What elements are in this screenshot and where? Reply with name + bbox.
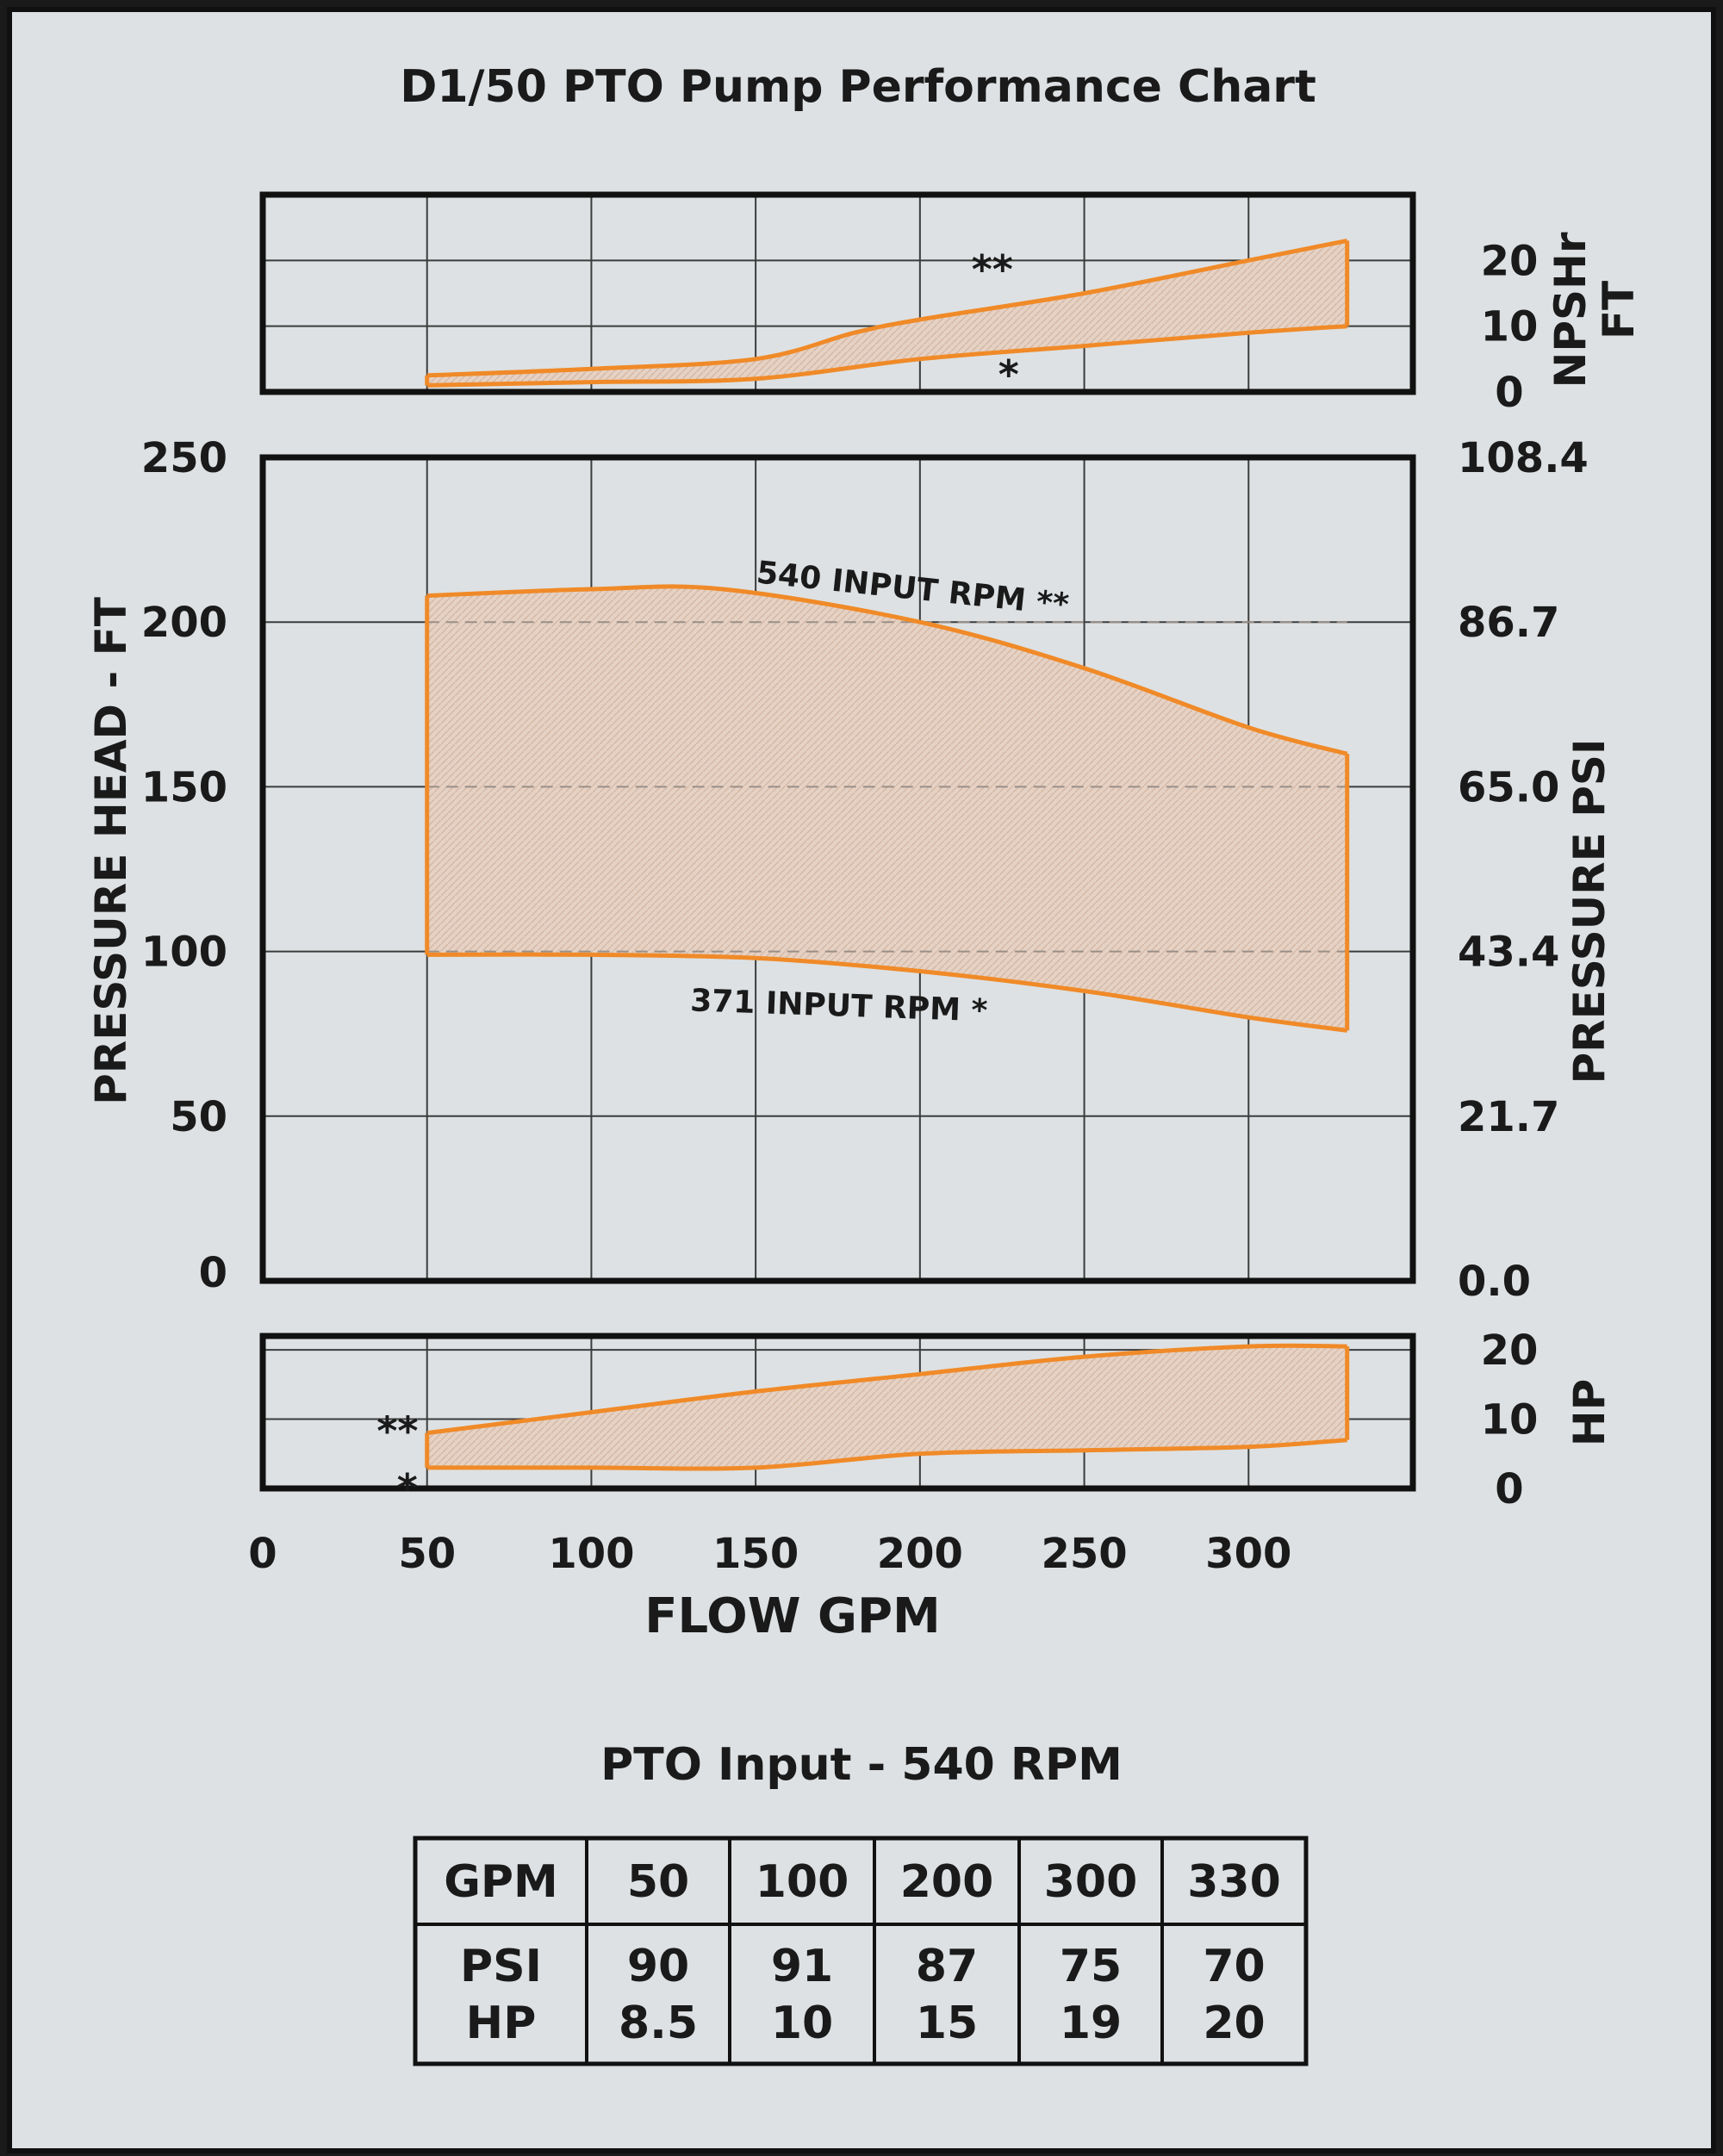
table-cell: 90: [627, 1941, 689, 1992]
table-cell: 87: [916, 1941, 978, 1992]
series-line-head-1: [426, 952, 1348, 1033]
x-tick-label: 300: [1205, 1530, 1291, 1578]
left-tick-label: 200: [141, 599, 227, 647]
x-tick-label: 100: [548, 1530, 634, 1578]
table-cell: HP: [466, 1998, 537, 2049]
right-tick-label-head: 43.4: [1458, 929, 1559, 977]
table-cell: 19: [1060, 1998, 1122, 2049]
table-header-cell: 300: [1044, 1856, 1138, 1908]
series-line-hp-0: [426, 1343, 1347, 1436]
annotation-371-rpm: 371 INPUT RPM *: [690, 983, 989, 1028]
right-tick-label-head: 65.0: [1458, 763, 1559, 811]
table-header-cell: 200: [900, 1856, 994, 1908]
series-line-hp-1: [426, 1438, 1347, 1471]
data-layer: [425, 238, 1350, 1471]
table-cell: 91: [771, 1941, 833, 1992]
table-title: PTO Input - 540 RPM: [600, 1739, 1123, 1791]
left-tick-label: 100: [141, 929, 227, 977]
right-tick-label-head: 86.7: [1458, 599, 1559, 647]
plot-frames: [259, 191, 1416, 1492]
range-fill-npshr: [426, 240, 1347, 386]
x-axis-label: FLOW GPM: [644, 1588, 941, 1644]
hp-series-label-371: *: [397, 1465, 418, 1512]
plot-frame-head: [259, 454, 1416, 1284]
table-cell: 8.5: [619, 1998, 698, 2049]
plot-frame-hp: [259, 1333, 1416, 1492]
left-tick-label: 250: [141, 434, 227, 482]
range-fill-hp: [426, 1345, 1347, 1469]
x-tick-label: 150: [712, 1530, 799, 1578]
x-tick-label: 250: [1041, 1530, 1127, 1578]
y-axis-label-right: PRESSURE PSI: [1564, 738, 1614, 1084]
hp-series-label-540: **: [376, 1407, 418, 1454]
right-tick-label-hp: 0: [1495, 1465, 1523, 1513]
right-tick-label-head: 21.7: [1458, 1093, 1559, 1141]
series-line-npshr-1: [426, 324, 1347, 388]
table-cell: 75: [1060, 1941, 1122, 1992]
series-line-head-0: [426, 584, 1348, 756]
table-header-cell: 100: [756, 1856, 849, 1908]
table-cell: PSI: [460, 1941, 542, 1992]
x-tick-label: 200: [877, 1530, 963, 1578]
x-tick-label: 50: [398, 1530, 456, 1578]
table-cell: 15: [916, 1998, 978, 2049]
range-fill-head: [426, 586, 1347, 1031]
hp-axis-label: HP: [1564, 1379, 1614, 1447]
table-cell: 70: [1203, 1941, 1265, 1992]
plot-frame-npshr: [259, 191, 1416, 395]
table-border: [413, 1836, 1309, 2066]
npshr-series-label-540: **: [972, 246, 1013, 293]
npshr-series-label-371: *: [998, 351, 1019, 398]
npshr-axis-label-line1: NPSHr: [1546, 232, 1595, 388]
table-header-cell: GPM: [444, 1856, 558, 1908]
left-tick-label: 0: [199, 1249, 227, 1297]
table-header-cell: 330: [1187, 1856, 1281, 1908]
right-tick-label-head: 108.4: [1458, 434, 1589, 482]
chart-title: D1/50 PTO Pump Performance Chart: [400, 61, 1316, 113]
table-cell: 20: [1203, 1998, 1265, 2049]
x-tick-label: 0: [248, 1530, 277, 1578]
performance-table: PTO Input - 540 RPM GPM 50 100 200 300 330 PSI 9…: [413, 1739, 1309, 2066]
axis-labels: 0 50 100 150 200 250 30001020***0.021.743.465.…: [141, 237, 1589, 1578]
right-tick-label-hp: 20: [1481, 1327, 1539, 1375]
series-line-npshr-0: [426, 238, 1348, 378]
right-tick-label-npshr: 10: [1481, 303, 1539, 351]
table-cell: 10: [771, 1998, 833, 2049]
right-tick-label-npshr: 20: [1481, 237, 1539, 285]
npshr-axis-label-line2: FT: [1594, 281, 1644, 339]
right-tick-label-hp: 10: [1481, 1396, 1539, 1445]
right-tick-label-npshr: 0: [1495, 369, 1523, 417]
left-tick-label: 150: [141, 763, 227, 811]
y-axis-label-left: PRESSURE HEAD - FT: [86, 597, 136, 1105]
left-tick-label: 50: [170, 1093, 227, 1141]
table-header-cell: 50: [627, 1856, 689, 1908]
right-tick-label-head: 0.0: [1458, 1258, 1531, 1306]
